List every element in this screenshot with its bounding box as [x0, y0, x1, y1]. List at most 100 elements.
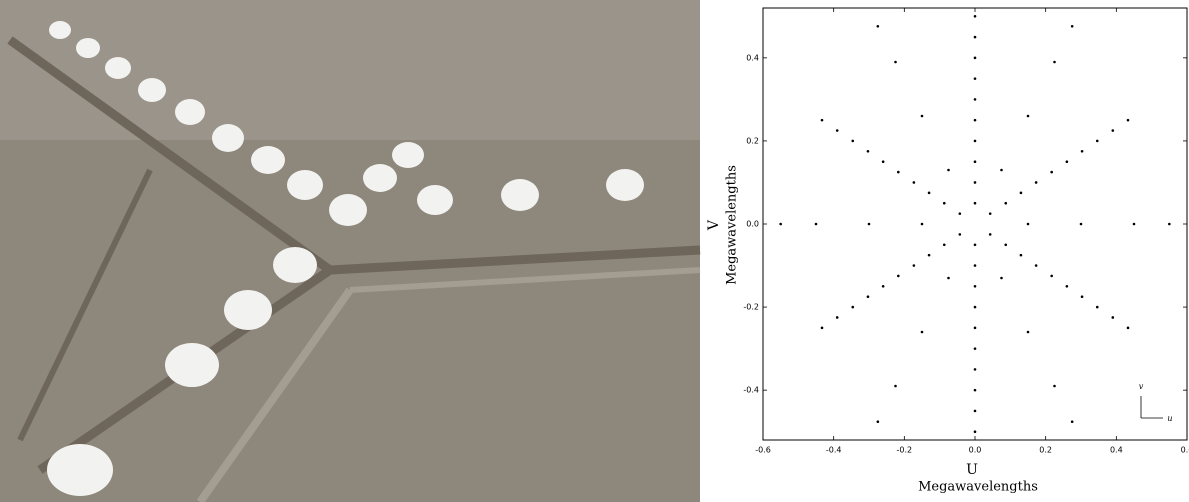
x-axis-unit: Megawavelengths	[918, 480, 1038, 495]
point	[1004, 243, 1007, 246]
point	[974, 181, 977, 184]
point	[1127, 119, 1130, 122]
point	[1112, 129, 1115, 132]
y-axis-label: V	[706, 219, 722, 231]
point	[897, 171, 900, 174]
point	[974, 140, 977, 143]
point	[867, 150, 870, 153]
point	[928, 254, 931, 257]
x-tick-label: 0.0	[969, 446, 982, 455]
x-tick-label: 0.2	[1039, 446, 1052, 455]
point	[989, 212, 992, 215]
point	[836, 129, 839, 132]
compass-label: v	[1139, 382, 1144, 391]
point	[947, 169, 950, 172]
point	[1027, 223, 1030, 226]
x-tick-label: -0.2	[897, 446, 913, 455]
y-tick-label: 0.0	[746, 220, 759, 229]
point	[815, 223, 818, 226]
point	[959, 212, 962, 215]
point	[1066, 160, 1069, 163]
point	[882, 285, 885, 288]
point	[974, 347, 977, 350]
point	[1027, 331, 1030, 334]
point	[1112, 316, 1115, 319]
point	[921, 223, 924, 226]
photo	[0, 0, 700, 502]
photo-far-ground	[0, 0, 700, 140]
y-tick-label: 0.4	[746, 53, 759, 62]
point	[974, 57, 977, 60]
point	[897, 275, 900, 278]
point	[1168, 223, 1171, 226]
point	[974, 264, 977, 267]
point	[974, 430, 977, 433]
point	[1000, 277, 1003, 280]
point	[1035, 181, 1038, 184]
point	[821, 119, 824, 122]
point	[974, 327, 977, 330]
point	[868, 223, 871, 226]
point	[836, 316, 839, 319]
point	[913, 181, 916, 184]
point	[1080, 223, 1083, 226]
x-tick-label: -0.6	[755, 446, 771, 455]
point	[1020, 192, 1023, 195]
point	[928, 192, 931, 195]
point	[1081, 150, 1084, 153]
point	[974, 368, 977, 371]
point	[1071, 25, 1074, 28]
point	[1000, 169, 1003, 172]
point	[989, 233, 992, 236]
point	[974, 160, 977, 163]
point	[974, 389, 977, 392]
point	[1066, 285, 1069, 288]
point	[877, 25, 880, 28]
point	[851, 306, 854, 309]
point	[867, 295, 870, 298]
y-tick-label: 0.2	[746, 136, 759, 145]
y-axis-unit: Megawavelengths	[725, 165, 740, 285]
y-tick-label: -0.4	[743, 386, 759, 395]
point	[913, 264, 916, 267]
point	[877, 420, 880, 423]
point	[959, 233, 962, 236]
point	[1071, 420, 1074, 423]
point	[1081, 295, 1084, 298]
point	[851, 140, 854, 143]
point	[921, 115, 924, 118]
point	[943, 202, 946, 205]
x-axis-label: U	[966, 462, 978, 478]
point	[894, 61, 897, 64]
point	[974, 202, 977, 205]
point	[974, 36, 977, 39]
point	[1096, 140, 1099, 143]
y-tick-label: -0.2	[743, 303, 759, 312]
point	[974, 285, 977, 288]
point	[1050, 171, 1053, 174]
x-tick-label: 0.6	[1181, 446, 1189, 455]
point	[1035, 264, 1038, 267]
point	[974, 306, 977, 309]
point	[882, 160, 885, 163]
point	[943, 243, 946, 246]
point	[1053, 385, 1056, 388]
point	[779, 223, 782, 226]
point	[974, 119, 977, 122]
plot-frame	[763, 8, 1187, 440]
point	[1127, 327, 1130, 330]
point	[974, 98, 977, 101]
point	[1027, 115, 1030, 118]
compass-label: u	[1167, 414, 1172, 423]
point	[1053, 61, 1056, 64]
point	[974, 410, 977, 413]
figure: -0.4-0.20.00.20.4-0.6-0.4-0.20.00.20.40.…	[0, 0, 1189, 502]
point	[1020, 254, 1023, 257]
point	[1004, 202, 1007, 205]
point	[1096, 306, 1099, 309]
point	[894, 385, 897, 388]
point	[947, 277, 950, 280]
point	[974, 15, 977, 18]
point	[1133, 223, 1136, 226]
